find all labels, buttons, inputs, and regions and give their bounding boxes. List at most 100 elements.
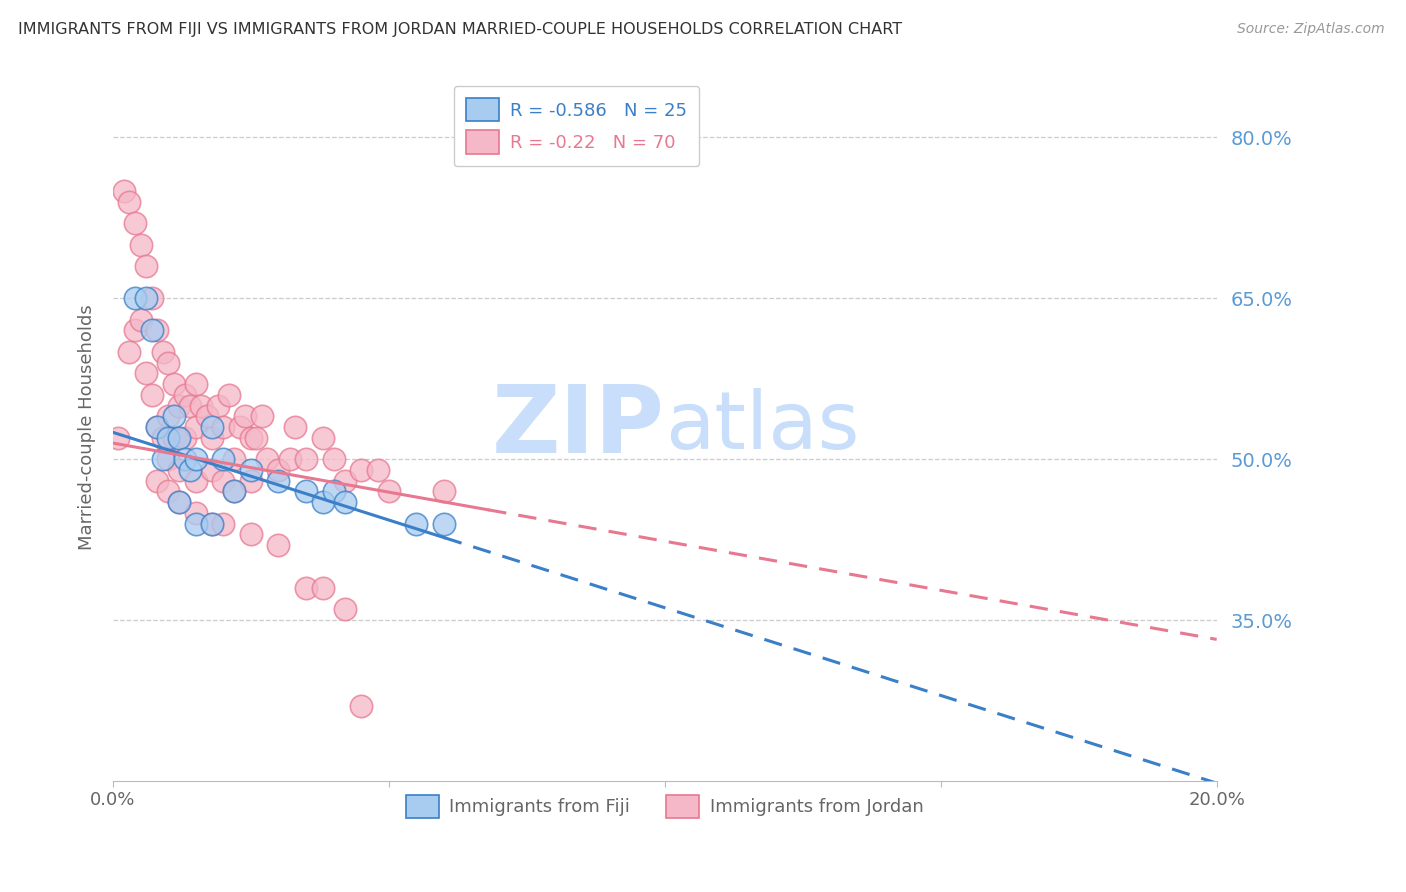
Point [239,431,262,445]
Point [295,452,318,467]
Point [179,463,201,477]
Point [212,452,235,467]
Point [405,516,427,531]
Point [311,431,333,445]
Point [157,484,180,499]
Point [311,581,333,595]
Point [224,484,246,499]
Point [224,484,246,499]
Point [267,474,290,488]
Legend: Immigrants from Fiji, Immigrants from Jordan: Immigrants from Fiji, Immigrants from Jo… [399,788,931,825]
Point [167,431,190,445]
Point [207,399,229,413]
Point [135,259,157,273]
Point [295,581,318,595]
Point [167,399,190,413]
Point [173,431,195,445]
Point [112,184,135,198]
Point [218,388,240,402]
Point [107,431,129,445]
Point [118,194,141,209]
Point [173,452,195,467]
Point [267,538,290,552]
Point [239,474,262,488]
Point [167,495,190,509]
Point [163,377,186,392]
Point [235,409,257,424]
Point [350,698,373,713]
Point [124,291,146,305]
Point [212,516,235,531]
Point [250,409,273,424]
Point [163,431,186,445]
Point [146,474,169,488]
Point [163,409,186,424]
Point [229,420,252,434]
Text: IMMIGRANTS FROM FIJI VS IMMIGRANTS FROM JORDAN MARRIED-COUPLE HOUSEHOLDS CORRELA: IMMIGRANTS FROM FIJI VS IMMIGRANTS FROM … [18,22,903,37]
Point [152,452,174,467]
Point [239,527,262,541]
Text: ZIP: ZIP [492,381,665,473]
Point [157,409,180,424]
Point [190,399,212,413]
Point [367,463,389,477]
Point [135,291,157,305]
Point [184,420,207,434]
Point [129,237,152,252]
Point [322,484,344,499]
Point [333,602,356,616]
Point [195,409,218,424]
Point [350,463,373,477]
Point [322,452,344,467]
Point [141,323,163,337]
Point [284,420,307,434]
Point [118,345,141,359]
Point [184,516,207,531]
Point [129,312,152,326]
Point [201,431,224,445]
Point [433,516,456,531]
Point [179,399,201,413]
Point [311,495,333,509]
Point [146,420,169,434]
Point [433,484,456,499]
Point [333,495,356,509]
Point [184,474,207,488]
Point [157,452,180,467]
Point [184,377,207,392]
Point [256,452,278,467]
Point [224,452,246,467]
Point [135,367,157,381]
Point [157,431,180,445]
Point [212,420,235,434]
Point [173,388,195,402]
Point [333,474,356,488]
Point [146,420,169,434]
Point [201,516,224,531]
Point [124,216,146,230]
Y-axis label: Married-couple Households: Married-couple Households [79,304,96,549]
Point [146,323,169,337]
Point [141,388,163,402]
Point [201,516,224,531]
Point [152,431,174,445]
Point [184,506,207,520]
Point [245,431,267,445]
Point [157,356,180,370]
Text: Source: ZipAtlas.com: Source: ZipAtlas.com [1237,22,1385,37]
Point [267,463,290,477]
Text: atlas: atlas [665,388,859,466]
Point [201,420,224,434]
Point [201,463,224,477]
Point [124,323,146,337]
Point [295,484,318,499]
Point [141,291,163,305]
Point [184,452,207,467]
Point [212,474,235,488]
Point [239,463,262,477]
Point [378,484,401,499]
Point [278,452,301,467]
Point [167,495,190,509]
Point [152,345,174,359]
Point [167,463,190,477]
